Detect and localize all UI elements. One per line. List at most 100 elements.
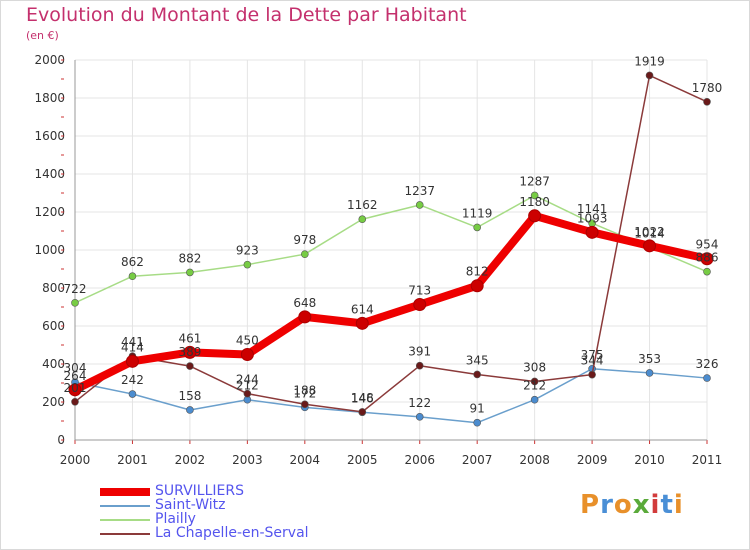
series-line-3 bbox=[74, 74, 708, 413]
y-tick-label: 200 bbox=[42, 395, 65, 409]
logo-letter: r bbox=[600, 490, 614, 520]
data-label: 1119 bbox=[462, 206, 493, 220]
y-tick-label: 1800 bbox=[34, 91, 65, 105]
data-point bbox=[413, 298, 427, 312]
data-point bbox=[355, 316, 369, 330]
logo-letter: o bbox=[613, 490, 633, 520]
data-label: 172 bbox=[293, 386, 316, 400]
logo-letter: x bbox=[632, 490, 651, 520]
x-tick-label: 2011 bbox=[692, 453, 723, 467]
data-label: 450 bbox=[236, 334, 259, 348]
data-point bbox=[183, 345, 197, 359]
data-point bbox=[703, 98, 711, 106]
data-point bbox=[186, 406, 194, 414]
y-tick-label: 1200 bbox=[34, 205, 65, 219]
chart-title: Evolution du Montant de la Dette par Hab… bbox=[26, 4, 467, 26]
data-label: 886 bbox=[696, 251, 719, 265]
data-point bbox=[128, 272, 137, 281]
data-point bbox=[186, 268, 194, 277]
data-label: 1780 bbox=[692, 81, 723, 95]
data-label: 614 bbox=[351, 302, 374, 316]
data-label: 304 bbox=[64, 361, 87, 375]
data-label: 345 bbox=[466, 353, 489, 367]
data-point bbox=[470, 279, 484, 293]
y-tick-label: 400 bbox=[42, 357, 65, 371]
legend-label: Saint-Witz bbox=[155, 497, 226, 513]
data-point bbox=[585, 225, 599, 239]
data-point bbox=[588, 370, 596, 379]
legend-swatch bbox=[100, 505, 150, 507]
y-tick-label: 2000 bbox=[34, 53, 65, 67]
data-point bbox=[240, 348, 254, 361]
data-point bbox=[643, 239, 657, 253]
data-label: 1237 bbox=[404, 184, 435, 198]
data-point bbox=[358, 408, 367, 416]
data-point bbox=[298, 310, 312, 324]
data-label: 1287 bbox=[519, 174, 550, 188]
x-tick-label: 2000 bbox=[60, 453, 91, 467]
data-label: 722 bbox=[64, 282, 87, 296]
series-line-1 bbox=[74, 368, 708, 424]
data-label: 954 bbox=[696, 238, 719, 252]
data-label: 391 bbox=[408, 345, 431, 359]
legend-label: SURVILLIERS bbox=[155, 483, 244, 499]
data-label: 212 bbox=[523, 379, 546, 393]
data-label: 414 bbox=[121, 340, 144, 354]
data-label: 441 bbox=[121, 335, 144, 349]
data-point bbox=[528, 209, 542, 223]
x-tick-label: 2010 bbox=[634, 453, 665, 467]
data-label: 978 bbox=[293, 233, 316, 247]
data-point bbox=[473, 223, 481, 232]
x-tick-label: 2002 bbox=[175, 453, 206, 467]
data-label: 201 bbox=[64, 381, 87, 395]
data-point bbox=[186, 362, 194, 370]
data-point bbox=[71, 398, 79, 406]
series-line-2 bbox=[74, 194, 708, 304]
data-label: 812 bbox=[466, 265, 489, 279]
legend-label: Plailly bbox=[155, 511, 196, 527]
data-point bbox=[243, 260, 252, 269]
data-label: 242 bbox=[121, 373, 144, 387]
data-label: 1162 bbox=[347, 198, 378, 212]
x-tick-label: 2004 bbox=[290, 453, 321, 467]
data-label: 353 bbox=[638, 352, 661, 366]
data-label: 344 bbox=[581, 354, 604, 368]
data-label: 461 bbox=[178, 331, 201, 345]
data-point bbox=[415, 201, 424, 209]
logo-letter: P bbox=[580, 490, 601, 520]
data-label: 308 bbox=[523, 360, 546, 374]
data-label: 923 bbox=[236, 244, 259, 258]
data-point bbox=[71, 299, 79, 307]
legend-swatch bbox=[100, 533, 150, 535]
data-point bbox=[301, 250, 309, 258]
data-point bbox=[703, 267, 711, 276]
data-label: 212 bbox=[236, 379, 259, 393]
data-label: 122 bbox=[408, 396, 431, 410]
x-tick-label: 2006 bbox=[404, 453, 435, 467]
data-point bbox=[473, 418, 481, 427]
data-label: 146 bbox=[351, 391, 374, 405]
data-label: 244 bbox=[236, 373, 259, 387]
y-tick-label: 1600 bbox=[34, 129, 65, 143]
data-point bbox=[530, 191, 539, 200]
data-point bbox=[530, 377, 539, 386]
chart-subtitle: (en €) bbox=[26, 29, 59, 42]
data-point bbox=[128, 390, 137, 398]
legend-swatch bbox=[100, 519, 150, 521]
data-label: 713 bbox=[408, 284, 431, 298]
x-tick-label: 2007 bbox=[462, 453, 493, 467]
data-label: 1180 bbox=[519, 195, 550, 209]
data-point bbox=[703, 374, 711, 382]
data-point bbox=[700, 252, 714, 266]
data-point bbox=[473, 370, 481, 379]
y-tick-label: 800 bbox=[42, 281, 65, 295]
data-label: 375 bbox=[581, 348, 604, 362]
data-point bbox=[243, 389, 252, 398]
proxiti-logo: Proxiti bbox=[580, 490, 684, 520]
data-label: 648 bbox=[293, 296, 316, 310]
data-label: 1141 bbox=[577, 202, 608, 216]
data-point bbox=[415, 413, 424, 421]
data-label: 326 bbox=[696, 357, 719, 371]
data-point bbox=[645, 369, 654, 377]
